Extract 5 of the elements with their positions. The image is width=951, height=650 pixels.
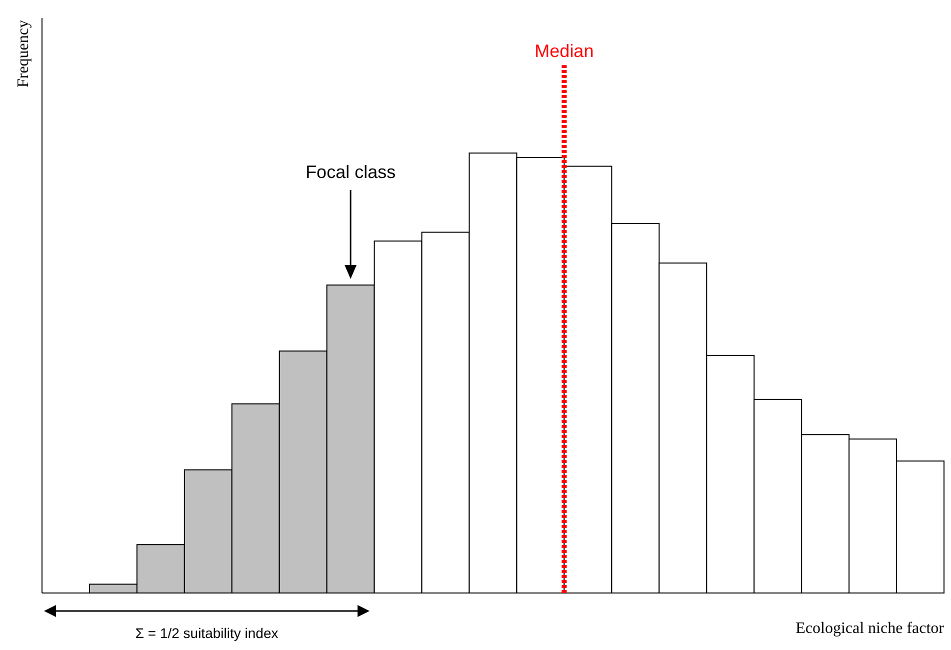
text: Σ = 1/2 suitability index <box>135 625 278 641</box>
text: Frequency <box>15 20 32 88</box>
annotation: Focal class <box>306 162 396 182</box>
x-axis-title: Ecological niche factor <box>796 620 945 637</box>
text: Median <box>534 41 594 62</box>
